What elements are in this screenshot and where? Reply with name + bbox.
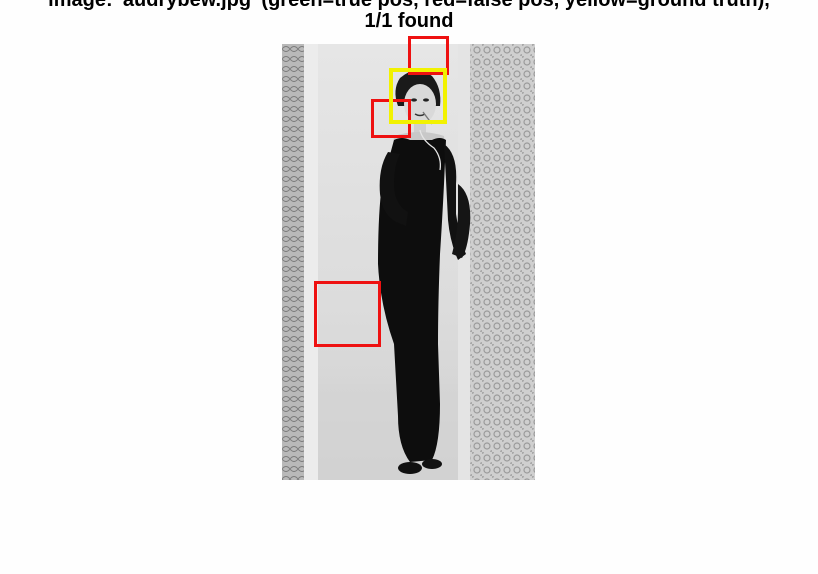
photo — [282, 44, 535, 480]
figure-title-line-2: 1/1 found — [364, 10, 454, 32]
figure-title-line-1: image: 'audrybew.jpg' (green=true pos, r… — [48, 0, 770, 11]
false-positive-box-background — [314, 281, 381, 347]
ground-truth-box-face — [389, 68, 447, 124]
false-positive-box-top-hair — [408, 36, 449, 75]
